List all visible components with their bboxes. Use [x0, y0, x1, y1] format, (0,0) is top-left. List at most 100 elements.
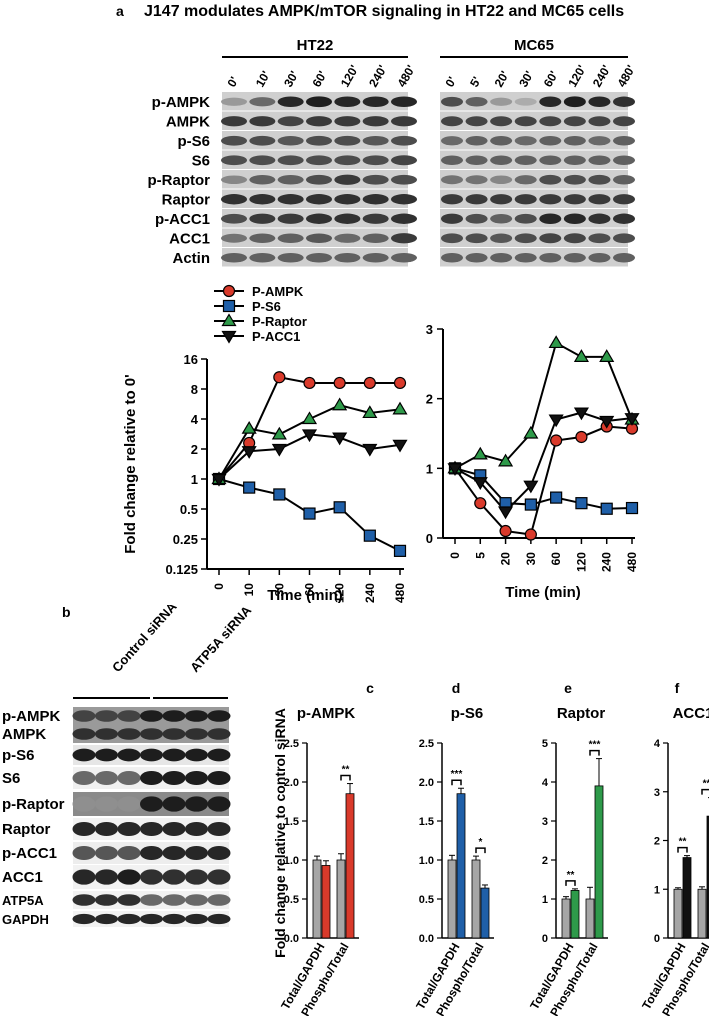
mc65-band [465, 213, 488, 224]
legend-marker [222, 284, 236, 298]
chart2-x-tick-label: 20 [499, 552, 513, 566]
ht22-band [362, 96, 389, 108]
chart2-data-point [472, 477, 488, 490]
mc65-band [613, 253, 635, 263]
blot-b-row-label: p-Raptor [2, 796, 65, 813]
ht22-time-label: 480' [394, 63, 418, 90]
legend-label: P-S6 [252, 299, 281, 314]
chart1-x-tick-label: 240 [363, 583, 377, 603]
bar-chart-title: Raptor [557, 705, 605, 722]
blot-b-band [95, 894, 118, 906]
ht22-band [277, 253, 304, 263]
mc65-band [490, 116, 513, 127]
bar-control [312, 859, 322, 939]
ht22-band [249, 155, 276, 166]
ht22-band [306, 135, 332, 146]
blot-panel-a: 0' 10' 30' 60' 120' 240' 480' 0' 5' 20' 30' 60' 120'… [148, 63, 639, 267]
mc65-band [490, 136, 513, 146]
ht22-band [277, 213, 304, 224]
chart1-data-point [332, 397, 348, 411]
blot-b-band [140, 710, 163, 722]
mc65-band [490, 97, 513, 106]
legend-marker [222, 299, 236, 313]
legend-marker [221, 313, 237, 327]
blot-a-row-label: Actin [173, 250, 211, 267]
bar-control [471, 859, 481, 939]
mc65-band [514, 155, 537, 165]
blot-a-row-label: Raptor [162, 192, 210, 209]
chart1-data-point [241, 446, 257, 459]
mc65-band [441, 96, 463, 107]
chart1-data-point [392, 401, 408, 415]
blot-b-band [117, 748, 141, 762]
chart1-y-tick-label: 0.125 [165, 562, 198, 577]
mc65-band [490, 253, 513, 263]
ht22-band [334, 116, 361, 127]
mc65-band [441, 213, 463, 224]
blot-b-band [162, 748, 186, 762]
mc65-band [465, 233, 488, 244]
chart2-y-tick-label: 3 [426, 322, 433, 337]
mc65-band [539, 253, 562, 263]
blot-b-band [72, 821, 96, 837]
ht22-band [334, 233, 361, 243]
atp5a-sirna-label: ATP5A siRNA [187, 605, 255, 675]
blot-b-band [95, 845, 118, 861]
chart2-x-tick-label: 240 [600, 552, 614, 572]
blot-b-band [140, 913, 163, 925]
ht22-band [306, 155, 332, 166]
chart2-x-tick-label: 0 [448, 552, 462, 559]
mc65-band [613, 136, 635, 146]
blot-b-band [185, 728, 208, 740]
blot-b-band [162, 821, 186, 837]
chart1-data-point [333, 501, 346, 514]
ht22-band [249, 194, 276, 205]
mc65-band [514, 213, 537, 224]
chart2-data-point [599, 415, 615, 429]
mc65-band [514, 116, 537, 127]
ht22-band [391, 135, 417, 146]
bar-control [447, 859, 457, 939]
legend-label: P-AMPK [252, 284, 304, 299]
blot-b-band [185, 796, 208, 812]
blot-a-row-label: S6 [192, 153, 210, 170]
ht22-band [221, 97, 247, 106]
bar-y-tick-label: 0 [654, 933, 660, 945]
panel-letter-e: e [564, 680, 572, 696]
bar-y-tick-label: 2 [654, 836, 660, 848]
chart1-data-point [363, 376, 376, 390]
blot-a-row-label: p-AMPK [152, 94, 210, 111]
mc65-band [588, 233, 611, 244]
significance-bracket [340, 774, 351, 781]
chart2-data-point [523, 480, 539, 494]
blot-b-band [140, 894, 163, 906]
blot-b-band [117, 845, 141, 861]
ht22-band [277, 233, 304, 243]
ht22-band [277, 96, 304, 108]
mc65-time-label: 30' [516, 68, 536, 89]
chart2-data-point [550, 491, 563, 504]
ht22-band [391, 116, 417, 127]
chart2-data-point [575, 497, 588, 510]
ht22-band [249, 97, 276, 107]
blot-b-band [72, 710, 96, 722]
significance-stars: ** [342, 765, 350, 776]
ht22-band [221, 253, 247, 263]
significance-bracket [589, 749, 600, 756]
bar-y-tick-label: 2.5 [419, 738, 434, 750]
mc65-band [588, 213, 611, 224]
mc65-band [588, 116, 611, 127]
blot-b-band [95, 728, 118, 740]
ht22-band [249, 253, 276, 263]
ht22-time-label: 240' [366, 63, 390, 90]
bar-y-tick-label: 1.0 [419, 855, 434, 867]
blot-b-band [72, 748, 96, 762]
bar-y-tick-label: 1.0 [284, 855, 299, 867]
bar-y-tick-label: 0.5 [284, 894, 299, 906]
mc65-band [588, 194, 611, 205]
blot-b-band [185, 869, 208, 885]
blot-b-band [117, 728, 141, 740]
significance-stars: * [479, 837, 483, 848]
bar-treated [480, 887, 490, 939]
